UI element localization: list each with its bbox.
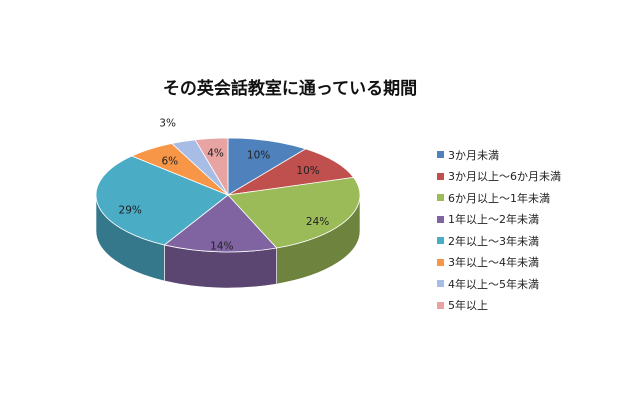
legend-label: 1年以上～2年未満 <box>448 213 539 227</box>
pie-slice-4 <box>95 155 229 246</box>
legend-swatch <box>437 172 444 180</box>
data-label-7: 4% <box>207 148 224 160</box>
pie-slice-3 <box>163 194 278 253</box>
legend-label: 4年以上～5年未満 <box>448 277 539 291</box>
pie-slice-0 <box>227 137 307 196</box>
legend-swatch <box>437 215 444 223</box>
legend-label: 6か月以上～1年未満 <box>448 191 550 205</box>
data-label-6: 3% <box>159 118 176 130</box>
pie-slice-7 <box>194 137 229 197</box>
legend-swatch <box>437 280 444 288</box>
data-label-2: 24% <box>306 216 329 228</box>
legend-label: 3年以上～4年未満 <box>448 256 539 270</box>
legend-swatch <box>437 237 444 245</box>
legend-swatch <box>437 151 444 159</box>
legend-label: 2年以上～3年未満 <box>448 234 539 248</box>
legend-item: 5年以上 <box>437 295 561 317</box>
legend-swatch <box>437 194 444 202</box>
data-label-5: 6% <box>161 155 178 167</box>
pie-slice-2 <box>227 176 361 249</box>
data-label-3: 14% <box>210 241 233 253</box>
legend-label: 3か月未満 <box>448 148 499 162</box>
legend-swatch <box>437 258 444 266</box>
pie-slice-1 <box>227 148 355 196</box>
legend-swatch <box>437 301 444 309</box>
legend-item: 3年以上～4年未満 <box>437 252 561 274</box>
legend-item: 6か月以上～1年未満 <box>437 187 561 209</box>
legend-item: 3か月以上～6か月未満 <box>437 166 561 188</box>
legend-item: 2年以上～3年未満 <box>437 230 561 252</box>
legend-label: 5年以上 <box>448 299 488 313</box>
data-label-0: 10% <box>247 149 270 161</box>
data-label-4: 29% <box>119 205 142 217</box>
data-label-1: 10% <box>296 165 319 177</box>
legend-label: 3か月以上～6か月未満 <box>448 170 561 184</box>
chart-title: その英会話教室に通っている期間 <box>162 79 418 99</box>
legend-item: 3か月未満 <box>437 144 561 166</box>
legend-item: 1年以上～2年未満 <box>437 209 561 231</box>
legend-item: 4年以上～5年未満 <box>437 273 561 295</box>
legend: 3か月未満 3か月以上～6か月未満 6か月以上～1年未満 1年以上～2年未満 2年以上～… <box>437 144 561 316</box>
